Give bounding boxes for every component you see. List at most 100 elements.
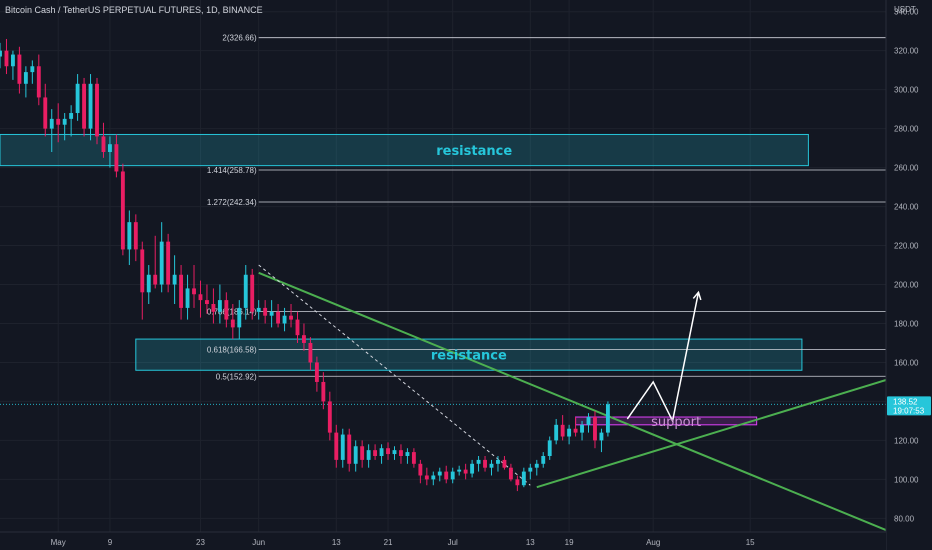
candle-body: [314, 362, 319, 382]
price-tag-value: 138.52: [893, 397, 918, 406]
candle-body: [172, 274, 177, 285]
candle-body: [431, 475, 436, 480]
candle-body: [528, 467, 533, 472]
price-tick-label: 160.00: [894, 358, 919, 367]
candle-body: [554, 424, 559, 441]
candle-body: [23, 72, 28, 84]
candle-body: [4, 50, 9, 67]
price-tick-label: 180.00: [894, 319, 919, 328]
candle-body: [476, 459, 481, 464]
candle-body: [405, 452, 410, 456]
candle-body: [379, 448, 384, 456]
projection-arrow-head: [692, 290, 702, 301]
candle-body: [360, 446, 365, 460]
candle-body: [82, 83, 87, 129]
candle-body: [120, 171, 125, 250]
candle-body: [386, 448, 390, 455]
candle-body: [69, 113, 74, 119]
candle-body: [10, 54, 15, 67]
time-axis[interactable]: May 9 23 Jun 13 21 Jul 13 19 Aug 15: [0, 531, 886, 550]
candle-body: [43, 97, 48, 129]
candle-body: [605, 404, 610, 433]
chart-title: Bitcoin Cash / TetherUS PERPETUAL FUTURE…: [5, 5, 263, 15]
fib-levels-layer: 2(326.66) 1.414(258.78) 1.272(242.34) 0.786…: [0, 34, 886, 405]
candle-body: [399, 450, 403, 456]
candle-body: [179, 274, 184, 308]
candle-body: [256, 307, 261, 312]
candle-body: [30, 66, 35, 73]
axis-unit: USDT: [894, 5, 916, 14]
candle-body: [463, 469, 468, 474]
price-tick-label: 280.00: [894, 125, 919, 134]
time-axis-bg: [0, 532, 886, 550]
candle-body: [88, 83, 93, 129]
candle-body: [0, 50, 2, 57]
price-tag-countdown: 19:07:53: [893, 406, 925, 415]
candle-body: [205, 300, 209, 304]
candle-body: [534, 463, 539, 468]
candle-body: [62, 118, 67, 125]
candle-body: [502, 459, 507, 468]
candle-body: [211, 304, 216, 312]
candle-body: [366, 450, 371, 460]
candle-body: [567, 428, 572, 437]
price-tick-label: 200.00: [894, 281, 919, 290]
candle-body: [166, 241, 171, 285]
candle-body: [347, 434, 352, 464]
price-tick-label: 300.00: [894, 86, 919, 95]
candle-body: [547, 440, 552, 456]
time-tick-label: 9: [108, 538, 113, 547]
candle-body: [127, 222, 132, 250]
resistance-zone: [0, 133, 809, 167]
candle-body: [75, 83, 80, 114]
candle-body: [276, 311, 281, 324]
price-tick-label: 100.00: [894, 475, 919, 484]
fib-label: 0.618(166.58): [207, 346, 257, 355]
candle-body: [192, 288, 196, 295]
fib-label: 2(326.66): [222, 34, 257, 43]
time-tick-label: Jul: [448, 538, 458, 547]
candle-body: [36, 66, 41, 98]
candle-body: [237, 307, 242, 328]
candle-body: [521, 471, 526, 486]
zones-layer: [0, 133, 809, 426]
fib-label: 1.272(242.34): [207, 198, 257, 207]
candle-body: [108, 144, 112, 152]
candle-body: [334, 432, 339, 460]
candle-body: [250, 274, 255, 312]
candle-body: [133, 222, 138, 250]
projection-path: [626, 292, 700, 424]
fib-label: 1.414(258.78): [207, 166, 257, 175]
candle-body: [185, 288, 190, 308]
candle-body: [437, 471, 442, 476]
candle-body: [140, 249, 145, 293]
candle-body: [599, 432, 604, 441]
candle-body: [508, 467, 513, 480]
time-tick-label: 15: [746, 538, 755, 547]
price-tick-label: 240.00: [894, 203, 919, 212]
price-tick-label: 320.00: [894, 47, 919, 56]
candle-body: [282, 315, 287, 324]
candle-body: [353, 446, 358, 464]
candle-body: [541, 456, 546, 464]
candle-body: [159, 241, 164, 285]
candle-body: [217, 300, 222, 312]
candle-body: [411, 452, 416, 464]
candle-body: [321, 381, 326, 402]
trendline: [258, 271, 887, 531]
fib-label: 0.786(186.14): [207, 308, 257, 317]
candle-body: [56, 118, 61, 125]
price-tick-label: 260.00: [894, 164, 919, 173]
price-axis-bg: [886, 0, 932, 550]
dashed-projection-line: [258, 264, 531, 486]
price-tick-label: 220.00: [894, 242, 919, 251]
candle-body: [580, 424, 584, 433]
trendlines-layer: [258, 264, 887, 531]
time-tick-label: Aug: [646, 538, 660, 547]
candle-body: [224, 300, 229, 320]
resistance-zone: [135, 338, 803, 371]
candle-body: [373, 450, 378, 456]
